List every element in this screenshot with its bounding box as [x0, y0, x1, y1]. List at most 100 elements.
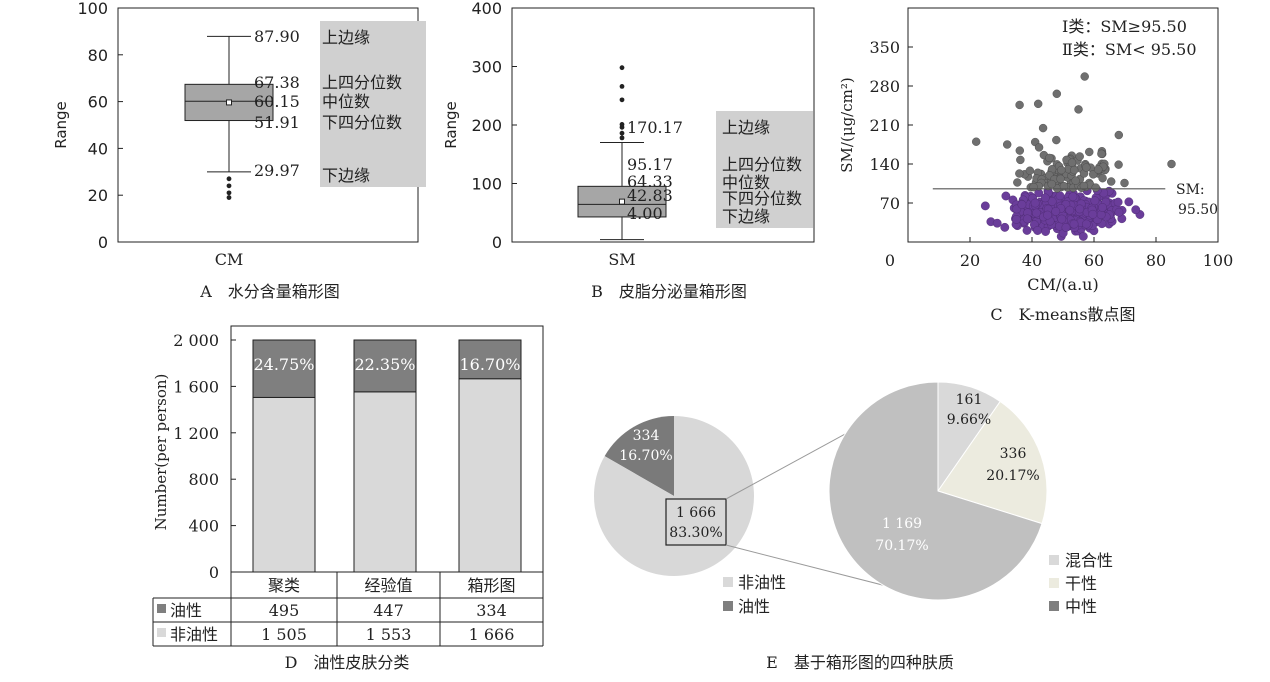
- scatter-point-nonoil: [1061, 223, 1071, 232]
- xtick-label: 100: [1203, 251, 1234, 270]
- panel-d-ylabel: Number(per person): [152, 374, 170, 531]
- scatter-point-nonoil: [1012, 215, 1021, 224]
- scatter-point-oil: [1120, 178, 1129, 188]
- scatter-point-oil: [1085, 147, 1094, 157]
- stat-label: 51.91: [254, 113, 300, 132]
- stat-label: 64.33: [627, 172, 673, 191]
- bar-percent-label: 22.35%: [354, 355, 415, 374]
- stat-annotation: 上边缘: [322, 28, 370, 47]
- legend-swatch: [1049, 578, 1059, 588]
- legend-swatch: [1049, 555, 1059, 565]
- scatter-point-oil: [1038, 123, 1048, 133]
- scatter-point-nonoil: [1065, 205, 1075, 215]
- pie-slice-nonoil: [594, 416, 754, 577]
- scatter-point-oil: [1015, 146, 1024, 155]
- panel-b-note-bg: [716, 111, 813, 228]
- scatter-point-oil: [1094, 165, 1103, 174]
- outlier-point: [619, 97, 625, 103]
- ytick-label: 200: [471, 116, 502, 135]
- scatter-point-nonoil: [1113, 197, 1123, 207]
- xtick-label: 20: [960, 251, 980, 270]
- mean-marker: [619, 198, 625, 205]
- scatter-point-oil: [1029, 182, 1038, 192]
- stat-label: 4.00: [627, 204, 663, 223]
- scatter-point-nonoil: [1047, 196, 1057, 206]
- outlier-point: [226, 183, 232, 189]
- table-category-header: 聚类: [268, 576, 300, 595]
- pie-oil-count: 334: [633, 428, 660, 444]
- scatter-point-oil: [1082, 163, 1091, 172]
- outlier-point: [226, 190, 232, 196]
- legend-swatch: [723, 577, 733, 587]
- legend-label: 混合性: [1065, 551, 1113, 570]
- pie-nonoil-percent: 83.30%: [669, 525, 722, 541]
- scatter-point-oil: [1071, 176, 1080, 185]
- scatter-point-oil: [1003, 140, 1012, 149]
- legend-swatch: [723, 601, 733, 611]
- xtick-label: 0: [885, 251, 895, 270]
- pie-detail-count: 161: [956, 392, 983, 408]
- scatter-point-oil: [1025, 166, 1035, 175]
- outlier-point: [226, 176, 232, 182]
- bar-segment-oil: [458, 339, 522, 380]
- scatter-point-nonoil: [980, 201, 990, 211]
- ytick-label: 60: [88, 93, 108, 112]
- scatter-point-nonoil: [1033, 226, 1042, 235]
- table-cell-value: 1 666: [469, 625, 515, 644]
- table-cell-value: 1 505: [261, 625, 307, 644]
- scatter-point-oil: [1167, 159, 1176, 169]
- scatter-point-nonoil: [1001, 191, 1011, 201]
- panel-d-caption: D 油性皮肤分类: [285, 653, 410, 672]
- scatter-point-oil: [1114, 160, 1123, 169]
- scatter-point-oil: [1088, 170, 1098, 179]
- bar-percent-label: 24.75%: [253, 355, 314, 374]
- scatter-point-nonoil: [1000, 222, 1010, 232]
- zoom-connector-bottom: [725, 544, 903, 591]
- legend-label: 干性: [1065, 574, 1097, 593]
- scatter-point-nonoil: [1088, 209, 1098, 219]
- scatter-point-nonoil: [1032, 208, 1041, 218]
- scatter-point-nonoil: [1017, 200, 1027, 209]
- table-legend-swatch: [157, 604, 166, 613]
- scatter-point-oil: [1056, 174, 1065, 184]
- outlier-point: [619, 135, 625, 141]
- table-series-name: 油性: [170, 601, 202, 620]
- stat-annotation: 中位数: [722, 173, 770, 192]
- ytick-label: 40: [88, 139, 108, 158]
- pie-slice-oil: [604, 416, 674, 496]
- scatter-point-nonoil: [1043, 210, 1052, 220]
- scatter-point-oil: [1059, 181, 1069, 191]
- ytick-label: 2 000: [173, 331, 219, 350]
- scatter-point-nonoil: [1022, 214, 1032, 224]
- ytick-label: 1 200: [173, 424, 219, 443]
- scatter-point-nonoil: [992, 218, 1002, 228]
- legend-label: 非油性: [738, 573, 786, 592]
- scatter-point-nonoil: [1041, 227, 1050, 236]
- scatter-point-nonoil: [1075, 204, 1085, 214]
- scatter-point-nonoil: [1040, 193, 1050, 203]
- pie-slice-dry: [937, 400, 1048, 525]
- pie-nonoil-count: 1 666: [676, 505, 716, 521]
- pie-detail-percent: 20.17%: [986, 468, 1039, 484]
- scatter-point-oil: [1033, 99, 1043, 109]
- pie-oil-percent: 16.70%: [619, 448, 672, 464]
- ytick-label: 300: [471, 58, 502, 77]
- ytick-label: 80: [88, 46, 108, 65]
- stat-label: 87.90: [254, 27, 300, 46]
- xtick-label: 80: [1146, 251, 1166, 270]
- scatter-point-nonoil: [1090, 196, 1100, 206]
- scatter-point-oil: [1015, 169, 1024, 178]
- scatter-point-nonoil: [1030, 198, 1040, 208]
- panel-d: 0 400 800 1 200 1 600 2 000 24.75% 22.35% 16.70…: [152, 325, 544, 672]
- panel-a: 0 20 40 60 80 100 Range 87.90 上边缘 67.38 上四分位数 60.…: [52, 0, 426, 301]
- panel-c: 0 20 40 60 80 100 70 140 210 280 350 SM: 95.50 Ⅰ类：SM…: [838, 7, 1234, 324]
- stat-annotation: 上四分位数: [722, 155, 802, 174]
- outlier-point: [619, 130, 625, 136]
- panel-c-xlabel: CM/(a.u): [1027, 275, 1098, 294]
- scatter-point-nonoil: [1098, 203, 1107, 212]
- scatter-point-nonoil: [1078, 232, 1088, 241]
- scatter-point-nonoil: [1022, 226, 1032, 235]
- scatter-point-nonoil: [1069, 219, 1079, 229]
- stat-label: 42.83: [627, 186, 673, 205]
- scatter-point-nonoil: [1081, 219, 1091, 229]
